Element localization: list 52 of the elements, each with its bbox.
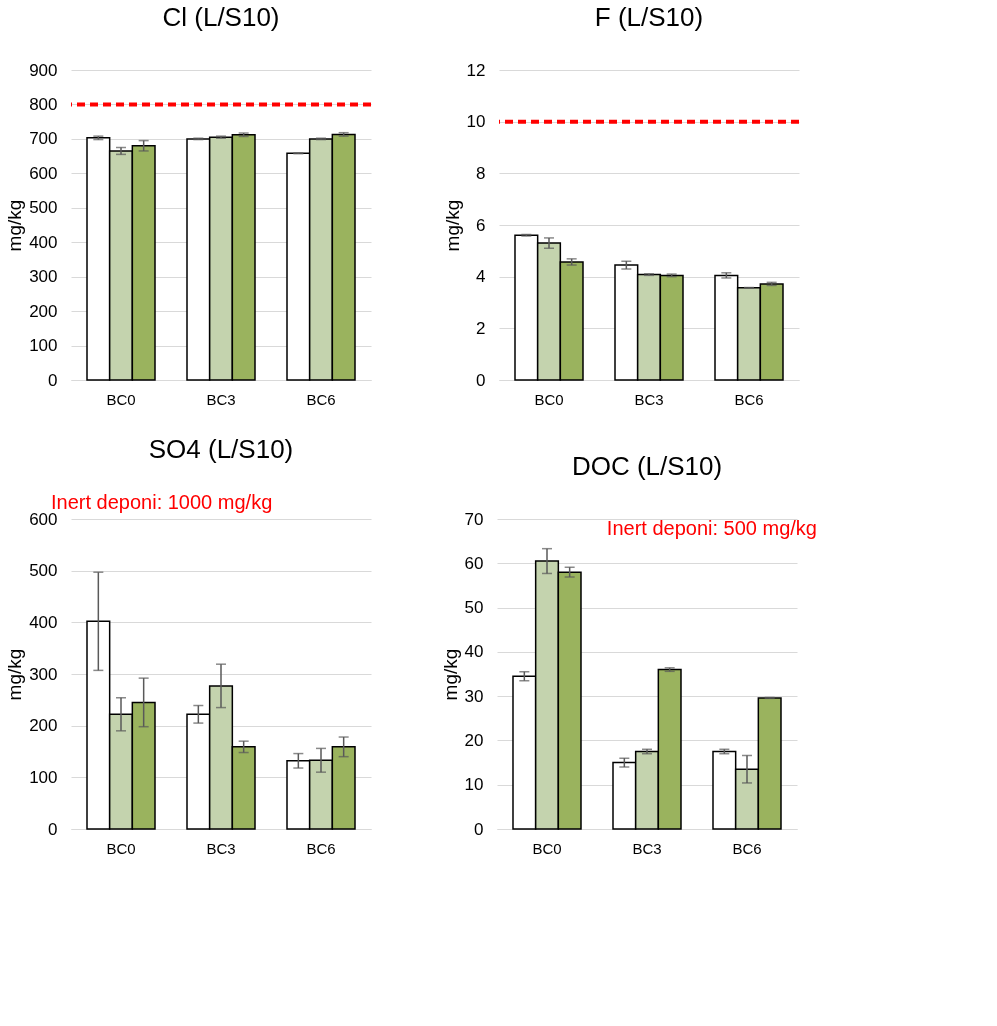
y-tick-label: 0 [476, 370, 486, 390]
x-tick-label: BC6 [732, 839, 762, 857]
y-tick-label: 400 [29, 232, 58, 252]
chart-title: Cl (L/S10) [162, 2, 280, 32]
y-axis-title: mg/kg [441, 199, 463, 252]
y-tick-label: 0 [474, 819, 484, 839]
chart-title: F (L/S10) [594, 2, 704, 32]
y-tick-label: 30 [464, 686, 484, 706]
y-axis-title: mg/kg [439, 648, 461, 701]
y-tick-label: 500 [29, 561, 58, 581]
x-tick-label: BC0 [106, 839, 136, 857]
x-tick-label: BC0 [534, 390, 564, 408]
y-tick-label: 50 [464, 598, 484, 618]
chart-title: SO4 (L/S10) [148, 434, 294, 464]
x-tick-label: BC6 [734, 390, 764, 408]
y-tick-label: 10 [466, 112, 486, 132]
x-tick-label: BC6 [306, 839, 336, 857]
annotation: Inert deponi: 500 mg/kg [606, 517, 817, 539]
chart-title: DOC (L/S10) [571, 451, 723, 481]
y-tick-label: 4 [476, 267, 486, 287]
y-tick-label: 20 [464, 730, 484, 750]
y-tick-label: 800 [29, 94, 58, 114]
y-tick-label: 200 [29, 716, 58, 736]
x-tick-label: BC3 [632, 839, 662, 857]
y-tick-label: 700 [29, 129, 58, 149]
y-tick-label: 900 [29, 60, 58, 80]
y-tick-label: 40 [464, 642, 484, 662]
y-axis-title: mg/kg [4, 199, 26, 252]
y-tick-label: 600 [29, 163, 58, 183]
y-tick-label: 70 [464, 509, 484, 529]
y-tick-label: 0 [48, 819, 58, 839]
y-tick-label: 60 [464, 553, 484, 573]
x-tick-label: BC3 [634, 390, 664, 408]
x-tick-label: BC3 [206, 390, 236, 408]
y-tick-label: 6 [476, 215, 486, 235]
y-tick-label: 2 [476, 318, 486, 338]
y-tick-label: 8 [476, 163, 486, 183]
x-tick-label: BC0 [532, 839, 562, 857]
x-tick-label: BC3 [206, 839, 236, 857]
y-tick-label: 200 [29, 301, 58, 321]
y-tick-label: 100 [29, 767, 58, 787]
y-tick-label: 12 [466, 60, 486, 80]
x-tick-label: BC0 [106, 390, 136, 408]
y-tick-label: 500 [29, 198, 58, 218]
y-tick-label: 0 [48, 370, 58, 390]
y-tick-label: 300 [29, 664, 58, 684]
y-tick-label: 300 [29, 267, 58, 287]
x-tick-label: BC6 [306, 390, 336, 408]
y-tick-label: 10 [464, 775, 484, 795]
y-tick-label: 400 [29, 612, 58, 632]
y-tick-label: 100 [29, 336, 58, 356]
y-axis-title: mg/kg [4, 648, 26, 701]
